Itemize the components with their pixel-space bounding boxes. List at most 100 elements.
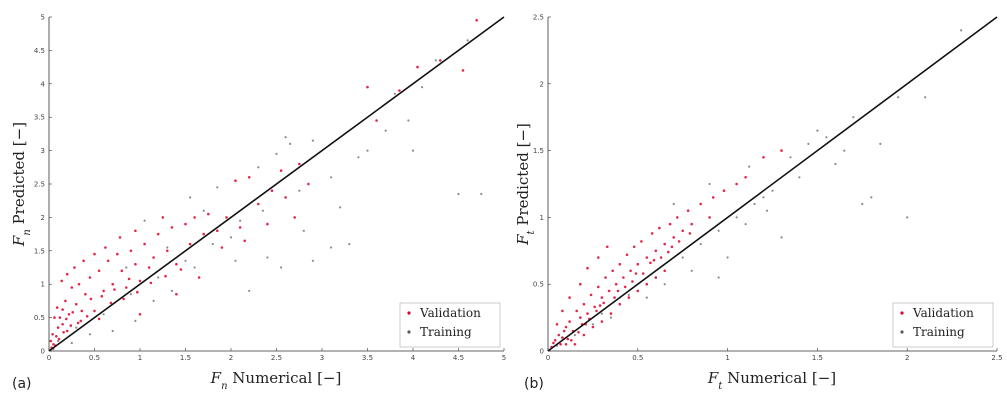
data-point-validation xyxy=(475,19,479,22)
data-point-validation xyxy=(82,259,85,263)
data-point-validation xyxy=(573,343,577,346)
data-point-validation xyxy=(184,222,187,226)
data-point-training xyxy=(229,236,233,239)
y-tick-label: 0 xyxy=(540,348,544,356)
data-point-training xyxy=(708,182,711,186)
data-point-validation xyxy=(555,323,559,326)
scatter-panel-b: 0 0.5 1 1.5 2 2.5 0 0.5 1 1.5 2 2.5 Validation Traini… xyxy=(514,14,1003,393)
y-tick-label: 4.5 xyxy=(34,47,45,55)
data-point-training xyxy=(57,339,60,343)
legend-entry: Validation xyxy=(912,306,974,320)
data-point-validation xyxy=(57,337,61,341)
legend-entry: Training xyxy=(913,325,965,339)
x-tick-label: 4 xyxy=(411,354,416,362)
data-point-validation xyxy=(668,222,672,226)
data-point-validation xyxy=(89,297,93,301)
data-point-training xyxy=(184,259,187,262)
legend-entry: Training xyxy=(420,325,472,339)
data-point-validation xyxy=(552,341,555,345)
data-point-validation xyxy=(604,276,607,279)
data-point-validation xyxy=(564,325,568,329)
data-point-validation xyxy=(85,315,89,318)
data-point-training xyxy=(411,149,415,152)
data-point-training xyxy=(75,326,78,329)
data-point-validation xyxy=(56,326,60,329)
data-point-validation xyxy=(65,317,68,321)
data-point-validation xyxy=(109,301,113,305)
x-tick-label: 2.5 xyxy=(991,354,1002,362)
data-point-validation xyxy=(298,162,301,166)
data-point-training xyxy=(870,196,873,199)
data-point-validation xyxy=(562,329,566,333)
data-point-training xyxy=(771,189,774,192)
data-point-validation xyxy=(699,202,702,206)
series-training xyxy=(52,39,483,351)
data-point-validation xyxy=(202,232,205,236)
data-point-training xyxy=(284,136,287,139)
data-point-validation xyxy=(247,176,251,179)
data-point-validation xyxy=(722,189,726,192)
data-point-validation xyxy=(225,216,228,219)
data-point-validation xyxy=(161,216,165,219)
data-point-validation xyxy=(416,65,419,69)
data-point-validation xyxy=(102,289,105,293)
data-point-validation xyxy=(104,246,107,249)
y-tick-label: 2 xyxy=(41,214,45,222)
data-point-validation xyxy=(113,288,116,291)
x-tick-label: 5 xyxy=(502,354,506,362)
data-point-validation xyxy=(164,274,167,278)
data-point-training xyxy=(421,86,424,89)
data-point-validation xyxy=(97,269,101,273)
data-point-validation xyxy=(134,262,137,266)
data-point-validation xyxy=(80,309,84,313)
data-point-training xyxy=(298,189,301,192)
data-point-validation xyxy=(152,256,155,259)
x-tick-label: 0.5 xyxy=(632,354,643,362)
data-point-validation xyxy=(597,256,600,259)
data-point-training xyxy=(753,202,756,206)
data-point-validation xyxy=(688,232,692,235)
data-point-validation xyxy=(663,242,666,246)
data-point-validation xyxy=(234,179,237,182)
data-point-training xyxy=(924,96,927,99)
data-point-validation xyxy=(111,282,114,286)
data-point-validation xyxy=(69,324,73,327)
data-point-training xyxy=(480,192,483,196)
data-point-training xyxy=(157,276,160,279)
data-point-validation xyxy=(577,331,580,334)
data-point-validation xyxy=(79,319,83,323)
data-point-validation xyxy=(118,236,122,239)
data-point-validation xyxy=(84,292,87,296)
data-point-training xyxy=(280,266,283,269)
x-tick-label: 2.5 xyxy=(271,354,282,362)
data-point-validation xyxy=(179,268,183,271)
data-point-validation xyxy=(106,259,110,263)
data-point-training xyxy=(202,209,205,212)
data-point-validation xyxy=(589,293,593,297)
data-point-validation xyxy=(375,119,378,122)
data-point-validation xyxy=(93,309,96,313)
data-point-validation xyxy=(566,337,570,341)
x-tick-label: 1.5 xyxy=(812,354,823,362)
data-point-training xyxy=(735,216,738,219)
data-point-training xyxy=(257,166,260,169)
data-point-validation xyxy=(690,222,693,226)
data-point-validation xyxy=(366,85,369,89)
data-point-validation xyxy=(623,285,627,289)
x-axis-label: Fn Numerical [−] xyxy=(210,369,342,392)
data-point-validation xyxy=(597,285,600,289)
data-point-validation xyxy=(602,301,605,305)
x-tick-label: 2 xyxy=(229,354,233,362)
y-tick-label: 0.5 xyxy=(533,281,544,289)
x-tick-label: 0 xyxy=(546,354,550,362)
data-point-validation xyxy=(76,321,80,325)
data-point-validation xyxy=(166,249,169,253)
data-point-validation xyxy=(120,269,124,273)
data-point-validation xyxy=(149,281,153,285)
data-point-validation xyxy=(625,253,629,257)
data-point-validation xyxy=(557,333,561,337)
data-point-validation xyxy=(586,266,589,270)
data-point-training xyxy=(717,276,720,279)
x-tick-label: 1 xyxy=(725,354,729,362)
data-point-training xyxy=(434,59,437,62)
